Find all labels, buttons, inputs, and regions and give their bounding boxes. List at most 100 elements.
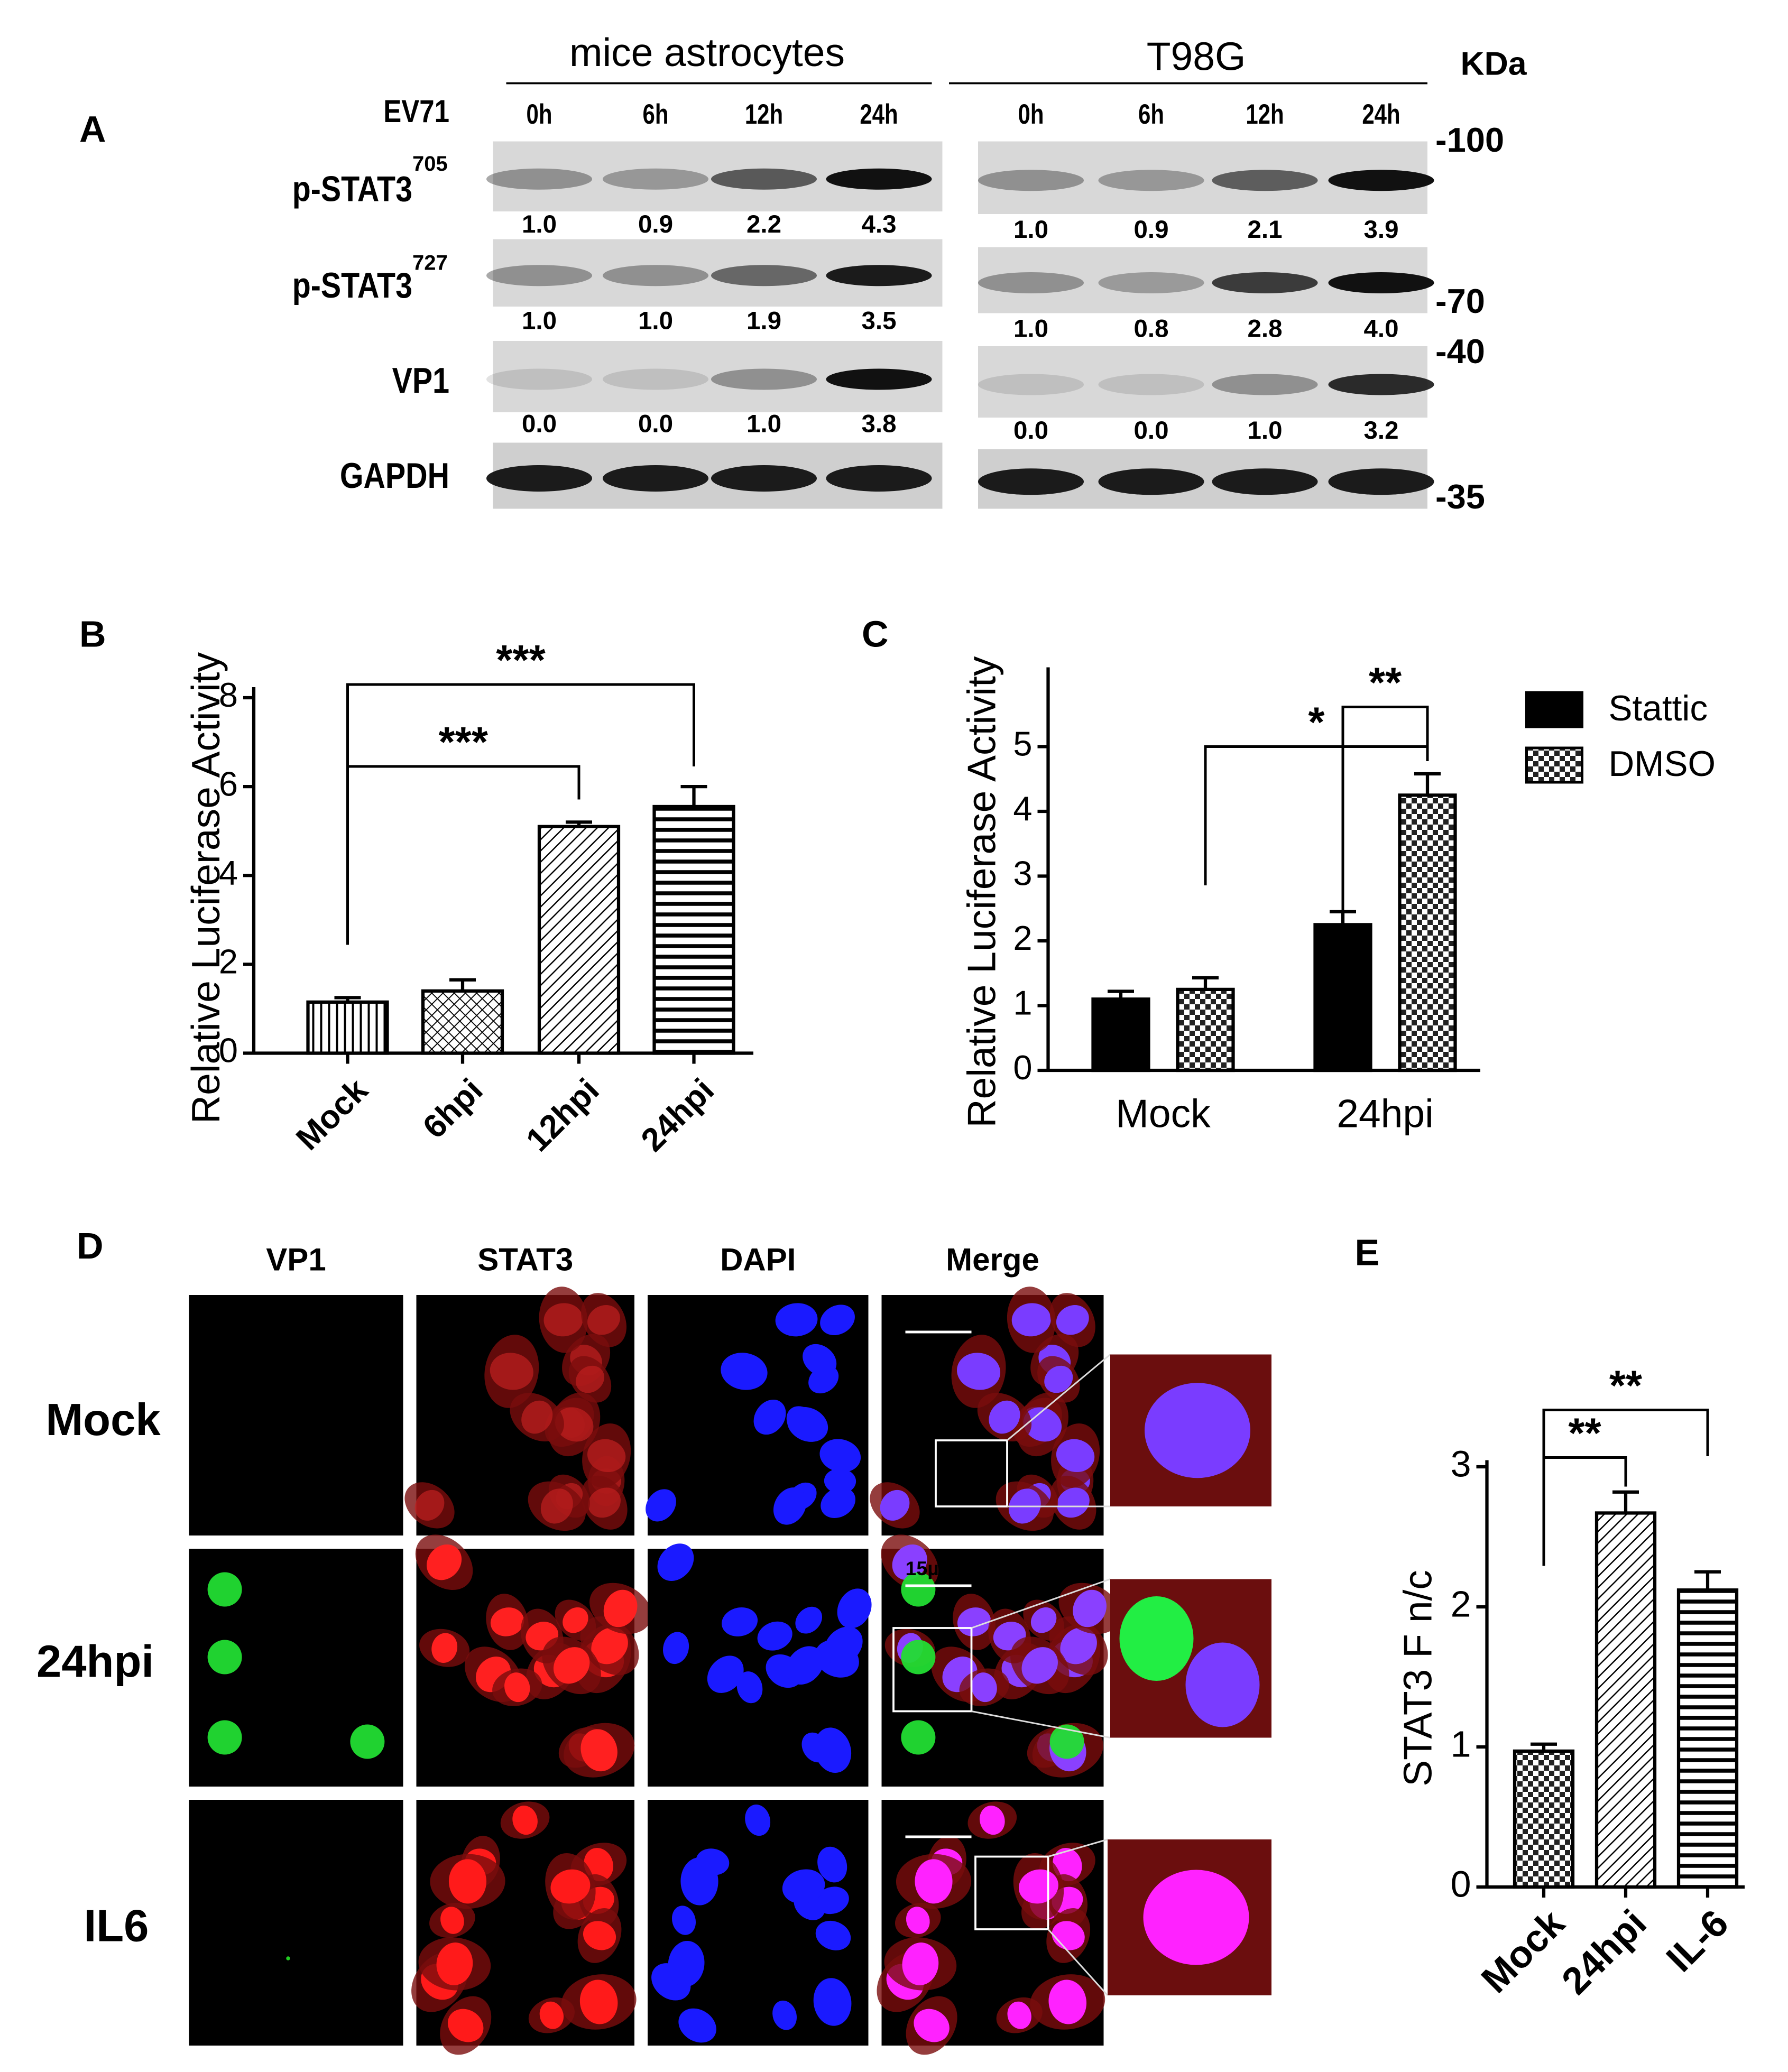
y-tick-label: 0 bbox=[219, 1031, 238, 1070]
nucleus bbox=[563, 1607, 588, 1633]
blot-band bbox=[1328, 468, 1434, 495]
x-tick-label: 24hpi bbox=[634, 1071, 721, 1159]
protein-superscript: 727 bbox=[412, 252, 448, 275]
nucleus bbox=[575, 1365, 604, 1393]
bar bbox=[537, 825, 621, 1055]
nucleus bbox=[819, 1439, 861, 1473]
band-quant: 3.5 bbox=[861, 307, 896, 335]
speck bbox=[286, 1956, 290, 1960]
band-quant: 3.9 bbox=[1363, 216, 1398, 244]
micrograph-bg bbox=[189, 1800, 403, 2046]
blot-band bbox=[1212, 468, 1318, 495]
legend-label: Stattic bbox=[1609, 689, 1708, 728]
column-header: VP1 bbox=[266, 1242, 326, 1277]
band-quant: 2.1 bbox=[1247, 216, 1282, 244]
nucleus bbox=[821, 1487, 856, 1518]
blot-band bbox=[603, 168, 708, 190]
nucleus bbox=[414, 1490, 445, 1521]
nucleus bbox=[786, 1646, 824, 1685]
blot-band bbox=[603, 465, 708, 492]
nucleus bbox=[956, 1353, 1001, 1390]
protein-label: GAPDH bbox=[340, 456, 449, 495]
nucleus bbox=[431, 1633, 458, 1663]
y-tick-label: 4 bbox=[219, 853, 238, 892]
nucleus bbox=[1060, 1627, 1097, 1664]
timepoint: 12h bbox=[1246, 99, 1284, 130]
nucleus bbox=[808, 1365, 839, 1394]
nucleus bbox=[1021, 1647, 1058, 1684]
nucleus bbox=[1044, 1365, 1073, 1393]
nucleus bbox=[757, 1621, 792, 1651]
nucleus bbox=[587, 1305, 620, 1335]
nucleus bbox=[957, 1607, 991, 1636]
panel-label: D bbox=[77, 1225, 104, 1266]
inset-box bbox=[935, 1439, 1008, 1507]
band-quant: 3.2 bbox=[1363, 417, 1398, 445]
nucleus bbox=[817, 1846, 847, 1883]
bar bbox=[652, 804, 735, 1055]
blot-band bbox=[603, 265, 708, 286]
nucleus bbox=[745, 1805, 771, 1836]
nucleus bbox=[782, 1869, 825, 1904]
timepoint: 24h bbox=[860, 99, 898, 130]
blot-band bbox=[1328, 170, 1434, 191]
micrograph bbox=[411, 1800, 637, 2055]
nucleus bbox=[795, 1606, 823, 1634]
band-quant: 1.0 bbox=[638, 307, 673, 335]
panel-label: E bbox=[1355, 1232, 1380, 1273]
blot-band bbox=[826, 465, 932, 492]
nucleus bbox=[591, 1627, 628, 1664]
infected-cell bbox=[350, 1724, 385, 1759]
blot-band bbox=[1328, 374, 1434, 395]
nucleus bbox=[1053, 1848, 1082, 1882]
band-quant: 0.8 bbox=[1133, 315, 1168, 343]
legend-swatch bbox=[1525, 691, 1583, 728]
bar bbox=[1091, 997, 1150, 1072]
y-axis-label: Relative Luciferase Activity bbox=[959, 656, 1003, 1128]
nucleus bbox=[1056, 1439, 1095, 1473]
nucleus bbox=[980, 1806, 1005, 1835]
blot-band bbox=[1328, 272, 1434, 294]
size-marker: -40 bbox=[1435, 332, 1485, 371]
nucleus bbox=[707, 1655, 744, 1693]
nucleus bbox=[540, 1488, 573, 1524]
y-tick-label: 3 bbox=[1451, 1443, 1471, 1484]
inset-line bbox=[971, 1578, 1111, 1629]
unit-label: KDa bbox=[1461, 45, 1527, 82]
significance-label: * bbox=[1308, 699, 1325, 746]
band-quant: 1.0 bbox=[522, 210, 557, 238]
blot-band bbox=[603, 368, 708, 390]
nucleus bbox=[820, 1305, 855, 1336]
x-tick-label: Mock bbox=[1473, 1901, 1573, 2001]
blot-band bbox=[978, 170, 1084, 191]
nucleus bbox=[892, 1544, 927, 1580]
timepoint: 0h bbox=[1018, 99, 1044, 130]
nucleus bbox=[989, 1400, 1020, 1434]
micrograph bbox=[404, 1287, 634, 1536]
band-quant: 0.0 bbox=[522, 410, 557, 438]
nucleus bbox=[579, 1980, 618, 2024]
y-tick-label: 0 bbox=[1013, 1048, 1032, 1087]
row-label: 24hpi bbox=[36, 1636, 154, 1687]
blot-band bbox=[1098, 374, 1204, 395]
blot-band bbox=[711, 265, 817, 286]
band-quant: 1.0 bbox=[1247, 417, 1282, 445]
nucleus bbox=[815, 1886, 849, 1914]
x-tick-label: IL-6 bbox=[1658, 1902, 1736, 1980]
nucleus bbox=[490, 1607, 524, 1636]
blot-band bbox=[486, 168, 592, 190]
timepoint: 6h bbox=[1138, 99, 1164, 130]
significance-bracket bbox=[346, 683, 695, 945]
nucleus bbox=[603, 1589, 638, 1627]
micrograph bbox=[870, 1287, 1104, 1536]
nucleus bbox=[646, 1489, 676, 1522]
y-tick-label: 1 bbox=[1451, 1723, 1471, 1764]
size-marker: -35 bbox=[1435, 477, 1485, 516]
nucleus bbox=[814, 1727, 852, 1773]
treatment-label: EV71 bbox=[383, 94, 449, 129]
blot-band bbox=[826, 368, 932, 390]
nucleus bbox=[668, 1940, 705, 1987]
nucleus bbox=[1056, 1305, 1089, 1335]
nucleus bbox=[753, 1399, 786, 1435]
y-tick-label: 4 bbox=[1013, 789, 1032, 828]
